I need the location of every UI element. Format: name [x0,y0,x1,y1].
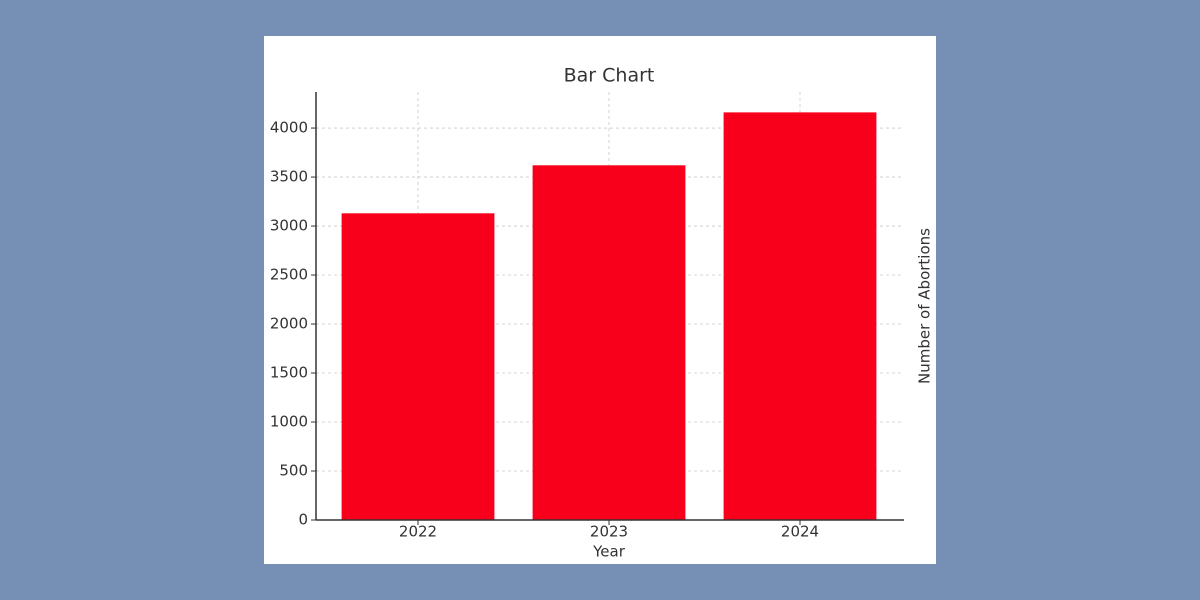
y-axis-label: Number of Abortions [916,228,934,384]
x-axis-label: Year [592,543,626,561]
x-tick-label: 2022 [399,523,437,541]
y-tick-label: 2500 [270,266,308,284]
bar [532,165,686,521]
chart-title: Bar Chart [564,65,655,87]
y-tick-label: 1500 [270,364,308,382]
y-tick-label: 0 [298,511,308,529]
bar [723,112,877,520]
bar [341,213,495,521]
y-tick-label: 1000 [270,413,308,431]
x-tick-label: 2023 [590,523,628,541]
y-tick-label: 500 [279,462,308,480]
y-tick-label: 4000 [270,119,308,137]
y-tick-label: 3000 [270,217,308,235]
y-tick-label: 2000 [270,315,308,333]
y-tick-label: 3500 [270,168,308,186]
x-tick-label: 2024 [781,523,819,541]
